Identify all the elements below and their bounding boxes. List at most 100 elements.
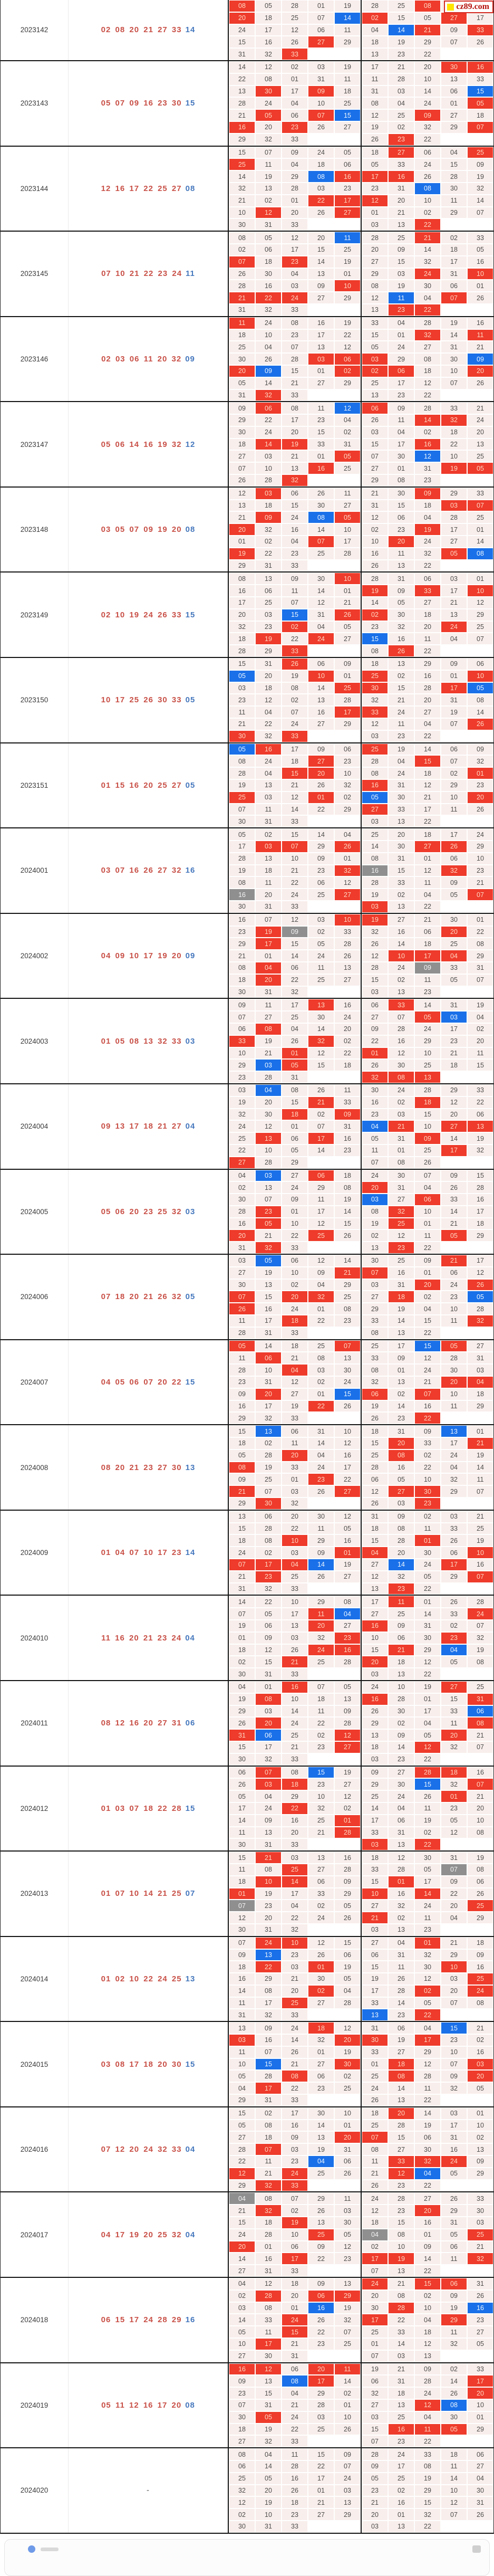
period-row-2024015: 2024015 03 08 17 18 20 30 15 13 09 24 18 12 03 16… bbox=[1, 2022, 493, 2107]
ball-grids: 04 03 27 06 18 02 13 24 29 08 30 07 09 11 19 28 23 01 17 14… bbox=[228, 1169, 493, 1254]
ball-cell: 22 bbox=[308, 2326, 334, 2338]
ball-cell: 30 bbox=[414, 1961, 441, 1973]
ball-cell: 12 bbox=[282, 791, 308, 804]
ball-cell: 25 bbox=[467, 1900, 493, 1912]
winning-red-balls: 05 11 12 16 17 20 bbox=[101, 2400, 182, 2410]
ball-cell: 27 bbox=[334, 633, 361, 645]
ball-cell: 20 bbox=[441, 1900, 467, 1912]
ball-grids: 11 24 08 16 19 18 10 23 17 22 25 04 07 13 12 30 26 28 03 06… bbox=[228, 317, 493, 402]
ball-cell: 27 bbox=[282, 1388, 308, 1400]
ball-cell: 27 bbox=[362, 1291, 388, 1303]
ball-cell: 13 bbox=[308, 2217, 334, 2229]
comment-action-icon[interactable] bbox=[472, 2545, 481, 2553]
ball-cell: 15 bbox=[334, 109, 361, 121]
ball-cell: 21 bbox=[414, 24, 441, 36]
ball-cell: 01 bbox=[229, 536, 255, 548]
ball-cell: 20 bbox=[255, 1388, 282, 1400]
ball-cell: 16 bbox=[388, 1461, 414, 1474]
ball-cell: 31 bbox=[388, 779, 414, 791]
ball-cell: 08 bbox=[467, 938, 493, 950]
ball-cell: 20 bbox=[229, 12, 255, 24]
ball-grids: 16 12 06 20 11 09 13 08 17 14 23 15 04 29 02 07 31 21 28 01… bbox=[228, 2363, 493, 2448]
ball-cell: 29 bbox=[467, 950, 493, 962]
ball-cell: 30 bbox=[334, 2217, 361, 2229]
ball-cell: 13 bbox=[255, 1279, 282, 1291]
ball-cell: 33 bbox=[334, 1096, 361, 1109]
ball-cell: 20 bbox=[388, 1437, 414, 1449]
ball-cell: 02 bbox=[255, 1547, 282, 1559]
ball-cell: 10 bbox=[441, 1388, 467, 1400]
ball-cell: 32 bbox=[255, 2179, 282, 2192]
ball-cell: 20 bbox=[282, 1510, 308, 1523]
ball-cell: 29 bbox=[334, 292, 361, 304]
ball-cell: 32 bbox=[467, 1315, 493, 1327]
winning-red-balls: 06 15 17 24 28 29 bbox=[101, 2315, 182, 2325]
ball-cell: 04 bbox=[308, 2155, 334, 2168]
ball-cell: 17 bbox=[362, 2314, 388, 2326]
ball-cell: 24 bbox=[308, 633, 334, 645]
ball-cell: 32 bbox=[467, 755, 493, 768]
ball-cell: 15 bbox=[414, 1340, 441, 1352]
ball-cell: 31 bbox=[255, 1376, 282, 1388]
ball-cell: 12 bbox=[334, 1437, 361, 1449]
ball-cell: 06 bbox=[441, 1266, 467, 1279]
ball-cell: 20 bbox=[308, 767, 334, 779]
ball-cell: 18 bbox=[229, 1534, 255, 1547]
ball-cell: 04 bbox=[414, 292, 441, 304]
ball-cell: 11 bbox=[255, 158, 282, 171]
ball-cell: 01 bbox=[467, 280, 493, 292]
ball-cell bbox=[334, 1582, 361, 1595]
ball-cell: 07 bbox=[255, 1485, 282, 1498]
ball-cell: 13 bbox=[441, 73, 467, 85]
ball-cell: 30 bbox=[255, 1108, 282, 1121]
winning-numbers: 01 15 16 20 25 27 05 bbox=[69, 743, 228, 828]
ball-cell: 27 bbox=[441, 536, 467, 548]
period-label: 2024005 bbox=[1, 1169, 69, 1254]
ball-cell: 25 bbox=[282, 1729, 308, 1741]
ball-cell: 03 bbox=[282, 1547, 308, 1559]
ball-cell: 21 bbox=[255, 1047, 282, 1060]
ball-cell: 12 bbox=[255, 694, 282, 707]
ball-cell: 22 bbox=[308, 1315, 334, 1327]
period-label: 2024017 bbox=[1, 2192, 69, 2277]
ball-cell: 01 bbox=[414, 1936, 441, 1949]
ball-cell: 24 bbox=[414, 1023, 441, 1035]
ball-cell: 12 bbox=[308, 597, 334, 609]
comment-avatar-icon bbox=[28, 2545, 35, 2553]
comment-input-bar[interactable] bbox=[4, 2539, 490, 2576]
ball-cell: 21 bbox=[282, 779, 308, 791]
ball-cell: 03 bbox=[362, 218, 388, 231]
ball-cell: 33 bbox=[362, 1997, 388, 2009]
ball-cell: 29 bbox=[414, 2484, 441, 2497]
ball-cell: 21 bbox=[308, 1826, 334, 1839]
ball-cell: 20 bbox=[467, 1802, 493, 1815]
ball-cell: 03 bbox=[255, 1705, 282, 1718]
ball-cell: 18 bbox=[282, 2496, 308, 2509]
ball-cell: 02 bbox=[362, 12, 388, 24]
ball-cell: 28 bbox=[229, 852, 255, 865]
winning-red-balls: 07 10 21 22 23 24 bbox=[101, 269, 182, 279]
ball-cell: 12 bbox=[362, 109, 388, 121]
ball-cell: 03 bbox=[388, 2350, 414, 2362]
ball-cell: 01 bbox=[334, 268, 361, 280]
ball-cell: 12 bbox=[414, 779, 441, 791]
ball-cell: 09 bbox=[467, 158, 493, 171]
ball-cell: 08 bbox=[229, 961, 255, 974]
ball-cell: 18 bbox=[334, 1169, 361, 1182]
ball-grid-left: 15 07 09 24 05 25 11 04 18 06 14 19 29 08 16 32 13 28 03 23… bbox=[228, 146, 361, 231]
ball-cell: 20 bbox=[255, 1096, 282, 1109]
ball-cell: 25 bbox=[282, 1997, 308, 2009]
ball-cell: 15 bbox=[282, 938, 308, 950]
ball-cell: 29 bbox=[334, 377, 361, 389]
ball-cell: 02 bbox=[229, 2289, 255, 2302]
ball-cell: 05 bbox=[467, 2082, 493, 2095]
ball-cell: 03 bbox=[388, 1108, 414, 1121]
period-label: 2024014 bbox=[1, 1936, 69, 2021]
ball-cell: 32 bbox=[467, 1632, 493, 1644]
ball-cell: 07 bbox=[467, 1570, 493, 1583]
ball-cell: 16 bbox=[388, 1887, 414, 1900]
ball-cell: 30 bbox=[308, 1011, 334, 1023]
ball-cell: 19 bbox=[467, 1852, 493, 1864]
winning-blue-ball: 06 bbox=[185, 1719, 196, 1728]
ball-cell: 06 bbox=[308, 1169, 334, 1182]
